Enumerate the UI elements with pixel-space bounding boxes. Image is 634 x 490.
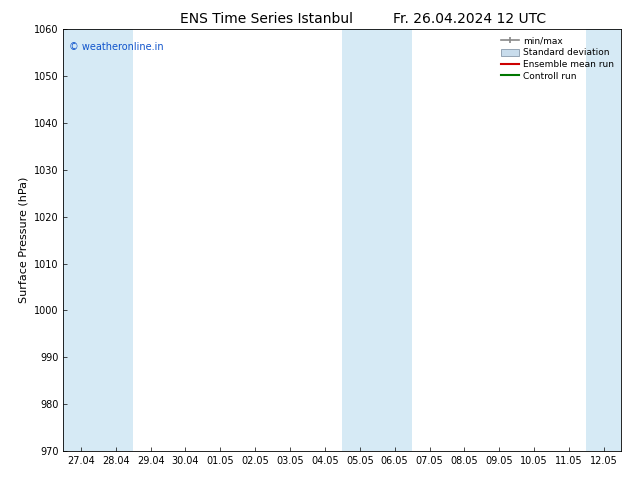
Bar xyxy=(342,29,412,451)
Bar xyxy=(586,29,621,451)
Bar xyxy=(63,29,133,451)
Legend: min/max, Standard deviation, Ensemble mean run, Controll run: min/max, Standard deviation, Ensemble me… xyxy=(499,34,617,83)
Text: ENS Time Series Istanbul: ENS Time Series Istanbul xyxy=(180,12,353,26)
Y-axis label: Surface Pressure (hPa): Surface Pressure (hPa) xyxy=(18,177,29,303)
Text: © weatheronline.in: © weatheronline.in xyxy=(69,42,164,52)
Text: Fr. 26.04.2024 12 UTC: Fr. 26.04.2024 12 UTC xyxy=(392,12,546,26)
